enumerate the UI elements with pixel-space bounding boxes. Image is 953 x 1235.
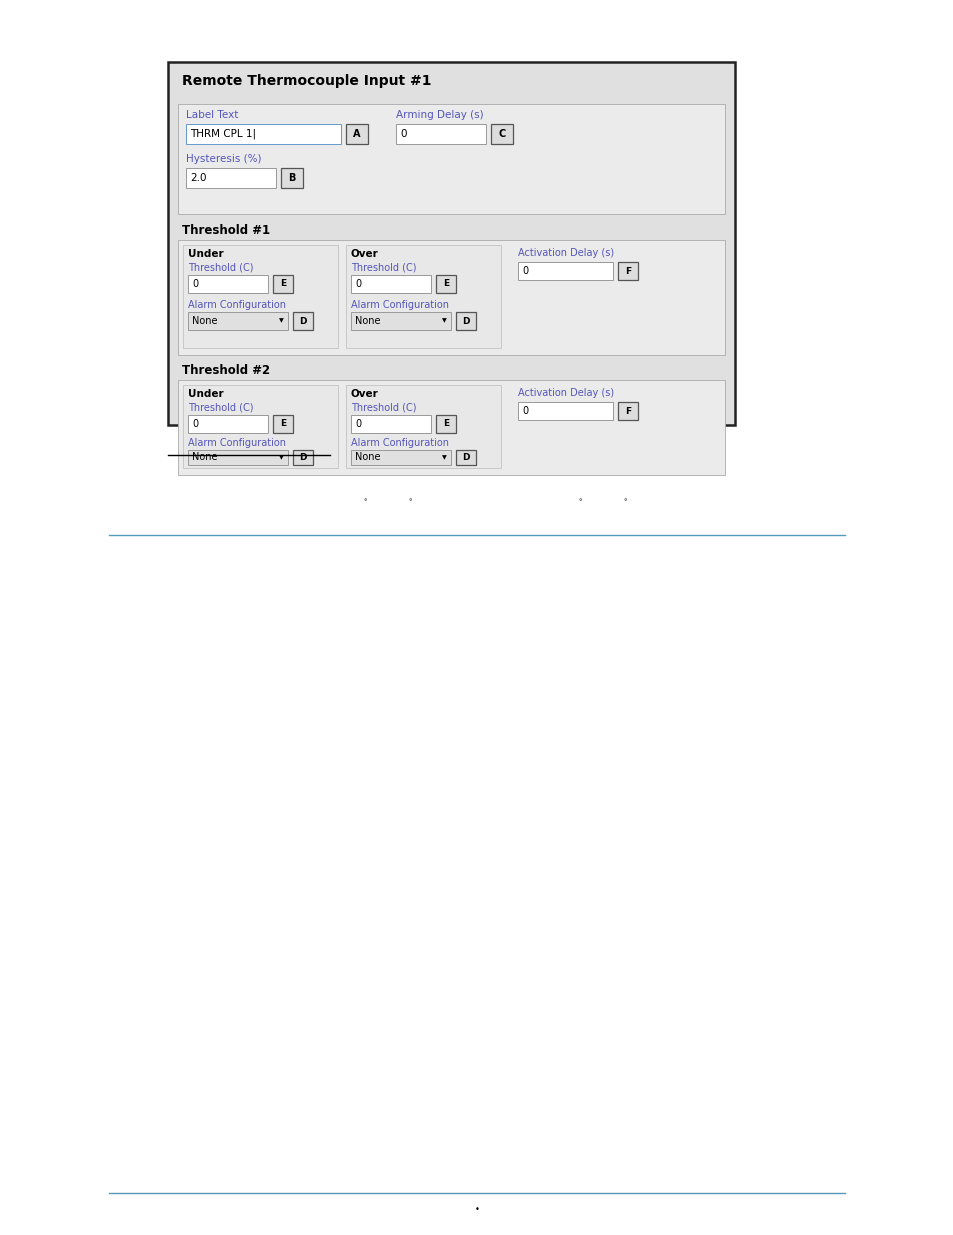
Text: Threshold (C): Threshold (C): [351, 263, 416, 273]
Text: Over: Over: [351, 389, 378, 399]
Text: None: None: [192, 316, 217, 326]
Text: Activation Delay (s): Activation Delay (s): [517, 388, 614, 398]
Text: ▼: ▼: [441, 319, 446, 324]
Text: F: F: [624, 406, 630, 415]
Text: Arming Delay (s): Arming Delay (s): [395, 110, 483, 120]
Text: •: •: [474, 1205, 479, 1214]
Bar: [351, 275, 431, 293]
Text: Alarm Configuration: Alarm Configuration: [188, 438, 286, 448]
Text: E: E: [279, 279, 286, 289]
Bar: [491, 124, 513, 144]
Bar: [183, 245, 337, 348]
Bar: [517, 262, 613, 280]
Bar: [186, 124, 340, 144]
Text: A: A: [353, 128, 360, 140]
Text: Hysteresis (%): Hysteresis (%): [186, 154, 261, 164]
Text: 2.0: 2.0: [190, 173, 206, 183]
Text: Threshold (C): Threshold (C): [188, 403, 253, 412]
Text: Under: Under: [188, 249, 223, 259]
Text: ▼: ▼: [441, 454, 446, 459]
Text: C: C: [497, 128, 505, 140]
Text: D: D: [462, 453, 469, 462]
Text: Alarm Configuration: Alarm Configuration: [351, 300, 449, 310]
Text: None: None: [355, 452, 380, 462]
Text: Activation Delay (s): Activation Delay (s): [517, 248, 614, 258]
Bar: [618, 262, 638, 280]
Bar: [178, 240, 724, 354]
Bar: [436, 275, 456, 293]
Text: None: None: [355, 316, 380, 326]
Text: Remote Thermocouple Input #1: Remote Thermocouple Input #1: [182, 74, 431, 88]
Text: 0: 0: [399, 128, 406, 140]
Bar: [618, 403, 638, 420]
Text: 0: 0: [192, 419, 198, 429]
Text: ▼: ▼: [278, 319, 283, 324]
Bar: [188, 450, 288, 466]
Text: None: None: [192, 452, 217, 462]
Text: Threshold #2: Threshold #2: [182, 364, 270, 377]
Bar: [293, 450, 313, 466]
Bar: [188, 415, 268, 433]
Text: °: °: [578, 499, 581, 505]
Text: °: °: [363, 499, 366, 505]
Text: Threshold (C): Threshold (C): [188, 263, 253, 273]
Text: E: E: [442, 420, 449, 429]
Bar: [517, 403, 613, 420]
Bar: [346, 385, 500, 468]
Bar: [178, 380, 724, 475]
Bar: [183, 385, 337, 468]
Bar: [346, 124, 368, 144]
Text: Alarm Configuration: Alarm Configuration: [351, 438, 449, 448]
Text: 0: 0: [521, 406, 528, 416]
Bar: [186, 168, 275, 188]
Text: Over: Over: [351, 249, 378, 259]
Text: °: °: [622, 499, 626, 505]
Text: D: D: [462, 316, 469, 326]
Text: Alarm Configuration: Alarm Configuration: [188, 300, 286, 310]
Text: D: D: [299, 316, 307, 326]
Text: Threshold (C): Threshold (C): [351, 403, 416, 412]
Bar: [168, 62, 734, 425]
Text: 0: 0: [355, 419, 361, 429]
Text: B: B: [288, 173, 295, 183]
Bar: [395, 124, 485, 144]
Bar: [273, 275, 293, 293]
Bar: [178, 104, 724, 214]
Text: E: E: [442, 279, 449, 289]
Text: F: F: [624, 267, 630, 275]
Text: °: °: [408, 499, 412, 505]
Bar: [188, 275, 268, 293]
Text: 0: 0: [192, 279, 198, 289]
Bar: [351, 312, 451, 330]
Bar: [273, 415, 293, 433]
Bar: [281, 168, 303, 188]
Text: D: D: [299, 453, 307, 462]
Text: 0: 0: [521, 266, 528, 275]
Text: ▼: ▼: [278, 454, 283, 459]
Bar: [456, 312, 476, 330]
Bar: [456, 450, 476, 466]
Text: 0: 0: [355, 279, 361, 289]
Text: Label Text: Label Text: [186, 110, 238, 120]
Bar: [293, 312, 313, 330]
Bar: [436, 415, 456, 433]
Bar: [188, 312, 288, 330]
Text: THRM CPL 1|: THRM CPL 1|: [190, 128, 255, 140]
Text: Threshold #1: Threshold #1: [182, 224, 270, 237]
Text: Under: Under: [188, 389, 223, 399]
Bar: [351, 450, 451, 466]
Bar: [351, 415, 431, 433]
Text: E: E: [279, 420, 286, 429]
Bar: [346, 245, 500, 348]
